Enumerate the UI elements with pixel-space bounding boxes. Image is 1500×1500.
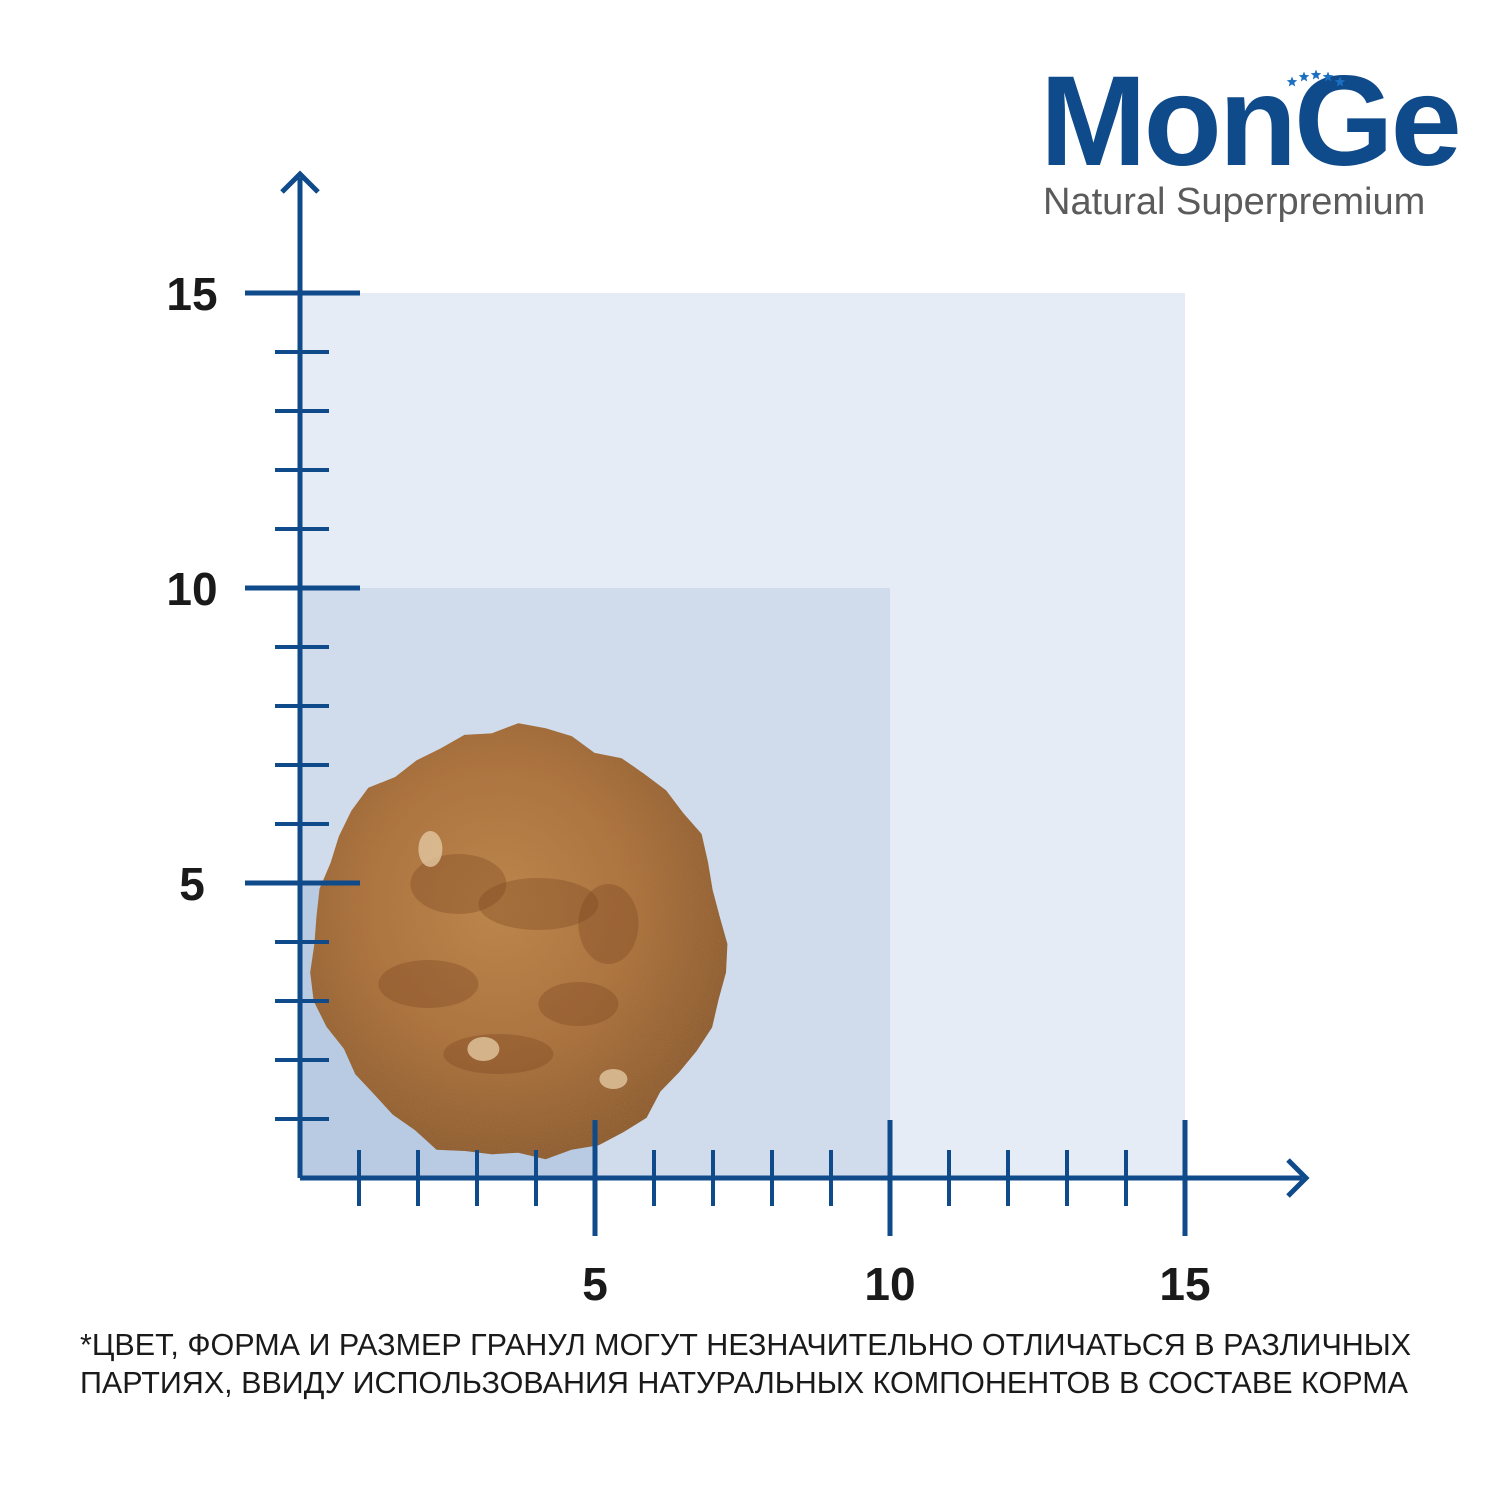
brand-star-1 xyxy=(1286,76,1298,87)
y-tick-label: 5 xyxy=(179,858,205,910)
kibble-spot xyxy=(378,960,479,1008)
kibble-layer xyxy=(310,723,728,1160)
brand-star-3 xyxy=(1310,69,1322,80)
disclaimer-line-2: ПАРТИЯХ, ВВИДУ ИСПОЛЬЗОВАНИЯ НАТУРАЛЬНЫХ… xyxy=(80,1366,1408,1400)
brand-star-2 xyxy=(1298,71,1310,82)
disclaimer-note: *ЦВЕТ, ФОРМА И РАЗМЕР ГРАНУЛ МОГУТ НЕЗНА… xyxy=(80,1326,1450,1402)
kibble-pellet xyxy=(310,723,728,1160)
x-tick-label: 5 xyxy=(582,1258,608,1310)
ticks xyxy=(245,290,1188,1236)
y-axis-arrow xyxy=(280,170,320,194)
brand-stars-icon xyxy=(1286,69,1346,87)
brand-name: MonGe xyxy=(1040,50,1462,193)
disclaimer-line-1: *ЦВЕТ, ФОРМА И РАЗМЕР ГРАНУЛ МОГУТ НЕЗНА… xyxy=(80,1328,1412,1362)
brand-logo: MonGe Natural Superpremium xyxy=(1040,58,1462,224)
tick-labels: 5 10 15 5 10 15 xyxy=(166,268,1210,1310)
y-tick-label: 15 xyxy=(166,268,217,320)
kibble-spot xyxy=(538,982,619,1026)
x-axis-arrow xyxy=(1286,1158,1310,1198)
kibble-spot xyxy=(578,884,639,964)
y-tick-label: 10 xyxy=(166,563,217,615)
kibble-grain xyxy=(418,831,443,867)
brand-tagline: Natural Superpremium xyxy=(1043,181,1426,223)
kibble-grain xyxy=(599,1069,628,1089)
brand-star-4 xyxy=(1322,71,1334,82)
kibble-spot xyxy=(443,1034,554,1074)
x-tick-label: 15 xyxy=(1159,1258,1210,1310)
kibble-spot xyxy=(410,854,507,914)
kibble-spot xyxy=(478,878,599,930)
x-tick-label: 10 xyxy=(864,1258,915,1310)
brand-star-5 xyxy=(1334,76,1346,87)
kibble-grain xyxy=(467,1037,500,1061)
axes xyxy=(280,170,1310,1198)
